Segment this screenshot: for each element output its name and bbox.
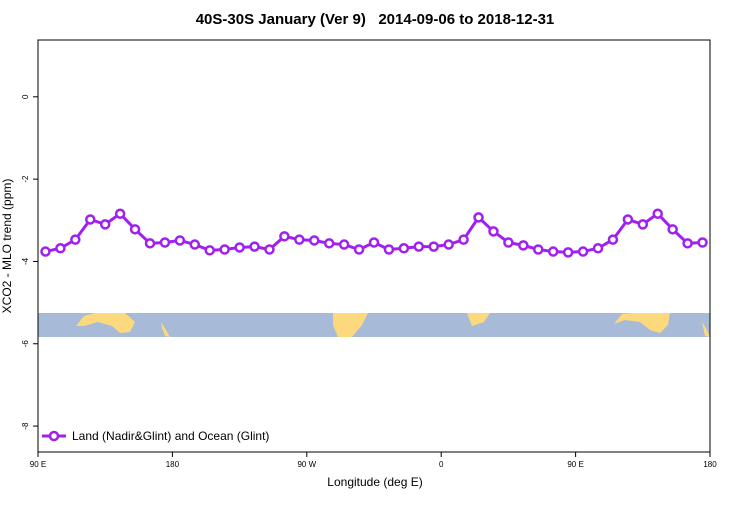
x-tick-label: 90 W bbox=[297, 460, 316, 469]
data-point bbox=[129, 224, 141, 235]
legend-label: Land (Nadir&Glint) and Ocean (Glint) bbox=[72, 429, 269, 443]
y-tick-label: -8 bbox=[21, 422, 30, 430]
data-point bbox=[592, 243, 604, 254]
y-tick-label: 0 bbox=[21, 94, 30, 99]
data-point bbox=[353, 244, 365, 255]
data-point bbox=[562, 247, 574, 258]
x-tick-label: 180 bbox=[703, 460, 717, 469]
data-point bbox=[667, 224, 678, 235]
data-point bbox=[279, 231, 290, 242]
data-point bbox=[518, 240, 529, 251]
data-point bbox=[99, 219, 111, 230]
x-tick-label: 90 E bbox=[567, 460, 583, 469]
data-point bbox=[159, 237, 171, 248]
data-point bbox=[547, 246, 559, 257]
data-point bbox=[413, 241, 425, 252]
y-tick-label: -4 bbox=[21, 257, 30, 265]
plot-frame bbox=[37, 39, 711, 453]
data-point bbox=[114, 208, 126, 219]
x-tick-label: 0 bbox=[439, 460, 444, 469]
chart-title: 40S-30S January (Ver 9) 2014-09-06 to 20… bbox=[196, 11, 555, 28]
data-point bbox=[652, 208, 663, 219]
data-point bbox=[697, 237, 708, 248]
data-point bbox=[607, 234, 619, 245]
data-point bbox=[533, 244, 544, 255]
map-strip bbox=[38, 313, 710, 337]
data-point bbox=[249, 241, 260, 252]
legend-marker bbox=[48, 430, 60, 442]
x-tick-label: 180 bbox=[166, 460, 180, 469]
y-tick-label: -2 bbox=[21, 175, 30, 183]
data-point bbox=[637, 219, 649, 230]
data-point bbox=[488, 226, 499, 237]
data-point bbox=[144, 238, 156, 249]
data-point bbox=[264, 244, 275, 255]
data-point bbox=[294, 234, 305, 245]
data-point bbox=[473, 212, 484, 223]
y-axis-label: XCO2 - MLO trend (ppm) bbox=[0, 179, 14, 314]
x-tick-label: 90 E bbox=[30, 460, 46, 469]
y-tick-label: -6 bbox=[21, 340, 30, 348]
data-point bbox=[323, 238, 335, 249]
data-point bbox=[398, 243, 410, 254]
legend: Land (Nadir&Glint) and Ocean (Glint) bbox=[42, 429, 269, 443]
data-point bbox=[443, 239, 454, 250]
data-point bbox=[503, 237, 514, 248]
data-point bbox=[204, 245, 215, 256]
data-point bbox=[338, 239, 350, 250]
data-point bbox=[383, 244, 395, 255]
data-point bbox=[174, 235, 186, 246]
data-point bbox=[368, 237, 380, 248]
data-point bbox=[309, 235, 320, 246]
data-point bbox=[577, 246, 589, 257]
data-point bbox=[428, 241, 439, 252]
data-point bbox=[55, 243, 66, 254]
data-point bbox=[70, 234, 81, 245]
data-point bbox=[234, 242, 245, 253]
data-point bbox=[40, 246, 51, 257]
data-point bbox=[458, 234, 469, 245]
data-point bbox=[622, 214, 634, 225]
x-axis-label: Longitude (deg E) bbox=[327, 475, 422, 489]
data-point bbox=[189, 239, 201, 250]
data-point bbox=[219, 244, 230, 255]
data-point bbox=[682, 238, 693, 249]
data-point bbox=[85, 214, 96, 225]
